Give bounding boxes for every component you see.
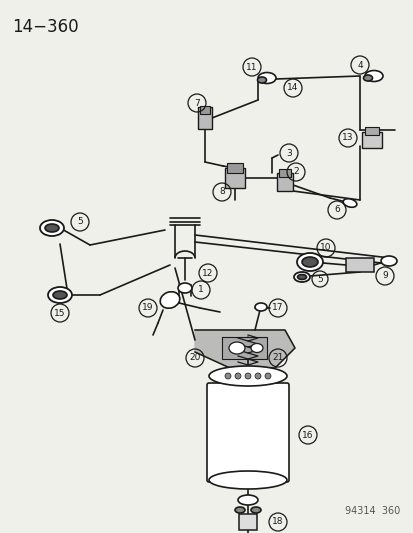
Ellipse shape <box>250 343 262 352</box>
Ellipse shape <box>254 373 260 379</box>
Text: 1: 1 <box>198 286 203 295</box>
Ellipse shape <box>301 257 317 267</box>
Ellipse shape <box>257 72 275 84</box>
Bar <box>238 514 256 530</box>
Text: 14−360: 14−360 <box>12 18 78 36</box>
Bar <box>226 163 242 173</box>
Text: 6: 6 <box>333 206 339 214</box>
Text: 7: 7 <box>194 99 199 108</box>
Ellipse shape <box>160 292 179 308</box>
Text: 19: 19 <box>142 303 153 312</box>
Text: 21: 21 <box>272 353 283 362</box>
Bar <box>278 169 290 177</box>
Ellipse shape <box>297 274 306 279</box>
Ellipse shape <box>48 287 72 303</box>
Ellipse shape <box>254 303 266 311</box>
Bar <box>276 173 292 191</box>
Bar <box>199 106 209 114</box>
Text: 10: 10 <box>320 244 331 253</box>
Ellipse shape <box>244 373 250 379</box>
Text: 4: 4 <box>356 61 362 69</box>
Text: 20: 20 <box>189 353 200 362</box>
Ellipse shape <box>293 272 309 282</box>
Bar <box>224 168 244 188</box>
Text: 13: 13 <box>342 133 353 142</box>
Bar <box>222 337 267 359</box>
Text: 17: 17 <box>272 303 283 312</box>
Ellipse shape <box>363 75 372 81</box>
Text: 5: 5 <box>77 217 83 227</box>
Text: 5: 5 <box>316 274 322 284</box>
Ellipse shape <box>40 220 64 236</box>
Bar <box>345 258 373 272</box>
Text: 8: 8 <box>218 188 224 197</box>
Text: 2: 2 <box>292 167 298 176</box>
Text: 16: 16 <box>301 431 313 440</box>
Ellipse shape <box>342 199 356 207</box>
Text: 9: 9 <box>381 271 387 280</box>
Text: 14: 14 <box>287 84 298 93</box>
Ellipse shape <box>178 283 192 293</box>
Ellipse shape <box>250 507 260 513</box>
Ellipse shape <box>264 373 271 379</box>
Ellipse shape <box>53 291 67 299</box>
Ellipse shape <box>45 224 59 232</box>
Text: 18: 18 <box>272 518 283 527</box>
Ellipse shape <box>228 342 244 354</box>
Ellipse shape <box>235 373 240 379</box>
Bar <box>364 127 378 135</box>
Ellipse shape <box>209 471 286 489</box>
Ellipse shape <box>235 507 244 513</box>
Text: 15: 15 <box>54 309 66 318</box>
Ellipse shape <box>209 366 286 386</box>
Text: 94314  360: 94314 360 <box>344 506 399 516</box>
Polygon shape <box>195 330 294 368</box>
Text: 3: 3 <box>285 149 291 157</box>
Text: 12: 12 <box>202 269 213 278</box>
Ellipse shape <box>224 373 230 379</box>
Ellipse shape <box>364 70 382 82</box>
Bar <box>197 107 211 129</box>
Ellipse shape <box>257 77 266 83</box>
Ellipse shape <box>380 256 396 266</box>
Text: 11: 11 <box>246 62 257 71</box>
Ellipse shape <box>296 253 322 271</box>
Bar <box>361 132 381 148</box>
FancyBboxPatch shape <box>206 383 288 482</box>
Ellipse shape <box>237 495 257 505</box>
